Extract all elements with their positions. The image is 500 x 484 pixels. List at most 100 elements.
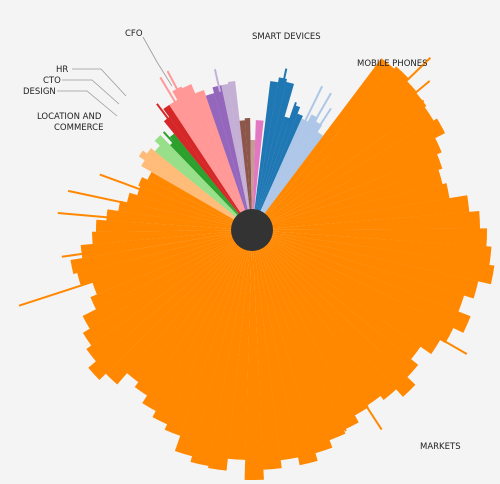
markets-wedge-23 bbox=[264, 244, 397, 400]
markets-spike-4 bbox=[349, 132, 442, 181]
leader-line-design bbox=[57, 90, 118, 117]
markets-wedge-54 bbox=[106, 209, 233, 229]
mobile-phones-spike-1 bbox=[307, 92, 332, 134]
leader-lines bbox=[57, 36, 173, 117]
markets-wedge-41 bbox=[126, 245, 241, 383]
segment-3-spike-0 bbox=[162, 131, 178, 148]
leader-line-cfo bbox=[142, 36, 173, 87]
markets-spike-7 bbox=[297, 329, 347, 432]
markets-wedge-5 bbox=[269, 118, 446, 222]
label-cto: CTO bbox=[43, 76, 61, 86]
segment-8-wedge-1 bbox=[244, 118, 252, 211]
markets-wedge-35 bbox=[190, 249, 249, 467]
markets-wedge-40 bbox=[134, 246, 242, 396]
markets-spike-5 bbox=[346, 284, 468, 355]
markets-wedge-32 bbox=[244, 249, 264, 481]
smart-devices-wedge-2 bbox=[256, 81, 295, 211]
segment-7-wedge-1 bbox=[227, 80, 250, 211]
markets-wedge-15 bbox=[271, 234, 479, 299]
segment-5-wedge-0 bbox=[169, 99, 243, 214]
segment-9-wedge-0 bbox=[250, 139, 256, 211]
segment-5-wedge-1 bbox=[172, 86, 244, 213]
label-location-and-commerce: LOCATION AND COMMERCE bbox=[37, 112, 104, 133]
leader-line-hr bbox=[72, 68, 127, 97]
markets-wedge-57 bbox=[137, 186, 234, 225]
markets-wedge-7 bbox=[270, 154, 443, 224]
markets-spike-13 bbox=[99, 173, 149, 194]
markets-wedge-20 bbox=[267, 241, 421, 360]
markets-wedge-29 bbox=[255, 249, 318, 466]
markets-wedge-46 bbox=[82, 239, 235, 329]
markets-wedge-11 bbox=[271, 210, 480, 230]
markets-wedge-6 bbox=[269, 137, 442, 223]
markets-wedge-38 bbox=[152, 247, 244, 425]
markets-wedge-56 bbox=[127, 192, 233, 226]
markets-wedge-50 bbox=[70, 233, 233, 274]
mobile-phones-wedge-0 bbox=[260, 118, 308, 213]
mobile-phones-wedge-2 bbox=[262, 121, 323, 214]
label-location-line-1: LOCATION AND bbox=[37, 112, 102, 122]
segment-7-wedge-0 bbox=[221, 83, 249, 211]
markets-wedge-30 bbox=[254, 249, 299, 461]
segment-12-wedge-1 bbox=[258, 104, 301, 212]
markets-wedge-27 bbox=[258, 248, 346, 441]
label-cfo: CFO bbox=[125, 29, 143, 39]
mobile-phones-spike-0 bbox=[300, 85, 324, 130]
segment-8-wedge-0 bbox=[239, 120, 251, 211]
markets-wedge-55 bbox=[118, 200, 233, 228]
smart-devices-wedge-0 bbox=[254, 81, 279, 211]
label-markets: MARKETS bbox=[420, 442, 461, 452]
markets-spike-8 bbox=[288, 333, 324, 423]
markets-wedge-51 bbox=[80, 231, 233, 259]
segment-12-wedge-0 bbox=[257, 116, 290, 212]
markets-wedge-47 bbox=[90, 237, 235, 310]
segment-5-spike-1 bbox=[166, 70, 187, 106]
markets-wedge-18 bbox=[269, 238, 454, 344]
markets-wedge-21 bbox=[266, 242, 419, 378]
markets-spike-2 bbox=[339, 99, 425, 165]
design-wedge-0 bbox=[163, 117, 241, 215]
mobile-phones-spike-2 bbox=[312, 107, 332, 137]
mobile-phones-wedge-3 bbox=[263, 131, 324, 215]
markets-wedge-26 bbox=[260, 247, 359, 431]
location-and-commerce-wedge-1 bbox=[138, 150, 236, 220]
mobile-phones-wedge-1 bbox=[261, 114, 319, 213]
markets-spike-6 bbox=[311, 321, 383, 431]
markets-spike-9 bbox=[18, 263, 148, 307]
markets-wedge-36 bbox=[174, 248, 247, 457]
markets-wedge-45 bbox=[82, 240, 236, 346]
design-spike-0 bbox=[156, 103, 173, 124]
segment-12-spike-0 bbox=[287, 102, 297, 125]
segment-5-wedge-3 bbox=[195, 90, 246, 212]
markets-wedge-42 bbox=[105, 244, 239, 385]
markets-wedge-10 bbox=[271, 195, 470, 229]
label-design: DESIGN bbox=[23, 87, 56, 97]
segments-layer bbox=[70, 58, 495, 481]
segment-3-wedge-1 bbox=[169, 133, 240, 216]
label-location-line-2: COMMERCE bbox=[54, 123, 103, 133]
smart-devices-spike-0 bbox=[280, 68, 288, 90]
markets-wedge-43 bbox=[88, 242, 238, 381]
markets-spike-1 bbox=[335, 80, 431, 161]
location-and-commerce-wedge-2 bbox=[146, 148, 237, 219]
label-smart-devices: SMART DEVICES bbox=[252, 32, 321, 42]
markets-spike-0 bbox=[330, 57, 432, 155]
segment-12-wedge-2 bbox=[259, 113, 303, 212]
label-mobile-phones: MOBILE PHONES bbox=[357, 59, 428, 69]
markets-wedge-59 bbox=[147, 171, 235, 222]
markets-wedge-16 bbox=[270, 235, 465, 312]
markets-wedge-13 bbox=[271, 231, 492, 266]
design-wedge-1 bbox=[163, 104, 241, 214]
labels-layer: CFO SMART DEVICES MOBILE PHONES HR CTO D… bbox=[23, 29, 461, 452]
markets-wedge-3 bbox=[267, 92, 427, 219]
markets-wedge-8 bbox=[271, 169, 443, 226]
markets-wedge-52 bbox=[92, 230, 233, 245]
markets-wedge-58 bbox=[138, 177, 234, 223]
markets-spike-3 bbox=[344, 120, 427, 173]
markets-wedge-1 bbox=[265, 66, 409, 217]
segment-7-spike-0 bbox=[213, 69, 222, 92]
markets-wedge-34 bbox=[208, 249, 250, 471]
markets-wedge-17 bbox=[269, 237, 471, 333]
